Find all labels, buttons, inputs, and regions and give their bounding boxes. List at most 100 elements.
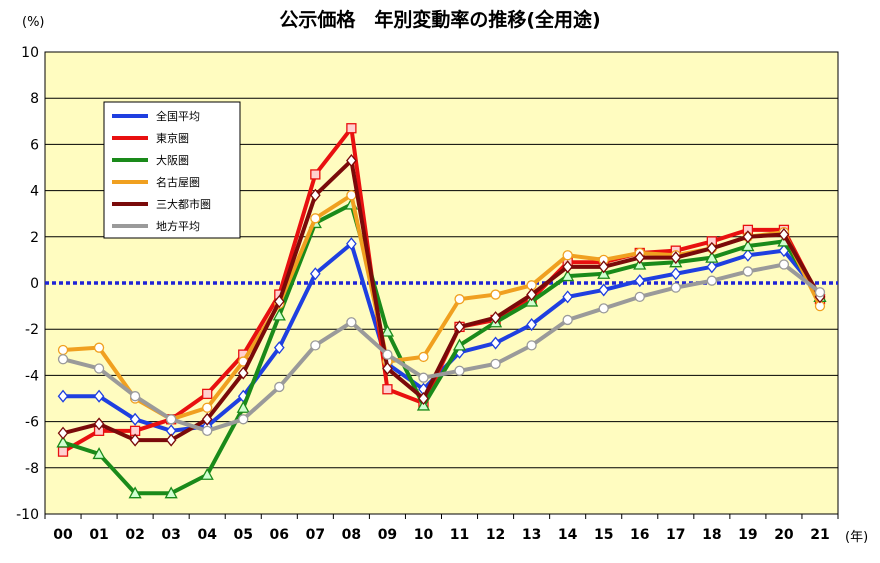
data-point [634,274,646,288]
data-point [778,259,790,270]
data-point [129,433,141,447]
data-point [742,248,754,262]
data-point [310,213,321,224]
data-point [93,417,105,431]
x-tick-label: 16 [630,527,649,543]
data-point [490,311,501,325]
data-point [670,282,681,293]
data-point [562,250,573,261]
data-point [346,154,357,168]
data-point [238,414,249,425]
data-point [57,344,69,356]
y-tick-label: 2 [30,230,39,246]
data-point [272,308,286,321]
data-point [454,365,465,376]
data-point [490,289,501,300]
data-point [165,433,177,447]
series-line [62,158,822,443]
data-point [57,426,69,440]
data-point [526,318,537,332]
legend-label: 東京圏 [156,131,189,145]
data-point [814,287,826,298]
y-tick-label: 4 [30,184,39,200]
data-point [598,260,610,274]
data-point [346,123,357,134]
data-point [562,260,573,274]
data-point [526,340,537,351]
data-point [705,250,719,263]
x-tick-label: 09 [378,527,397,543]
data-point [164,486,178,499]
data-point [454,320,465,334]
data-point [452,338,467,351]
data-point [166,414,177,425]
data-point [742,230,754,244]
x-tick-label: 14 [558,527,578,543]
x-tick-label: 03 [161,527,180,543]
data-point [598,303,609,314]
y-tick-label: -10 [16,507,39,523]
data-point [57,354,69,365]
data-point [526,288,537,302]
data-point [274,381,285,393]
data-point [562,314,573,326]
y-tick-label: -6 [25,415,39,431]
data-point [202,402,213,413]
x-tick-label: 08 [342,527,361,543]
y-tick-label: -4 [25,368,39,384]
x-tick-label: 20 [774,527,794,543]
data-point [598,283,610,297]
data-point [310,169,321,180]
x-tick-label: 12 [486,527,505,543]
data-point [236,400,250,413]
x-tick-label: 02 [125,527,144,543]
data-point [382,361,393,375]
data-point [418,372,429,383]
data-point [93,363,105,374]
legend-label: 地方平均 [156,219,200,233]
x-tick-label: 07 [306,527,325,543]
x-tick-label: 19 [738,527,757,543]
data-point [57,389,69,403]
data-point [237,366,249,380]
data-point [382,384,393,395]
data-point [56,435,70,448]
data-point [346,237,357,251]
chart-title: 公示価格 年別変動率の推移(全用途) [279,8,600,31]
data-point [670,251,682,265]
data-point [310,340,321,351]
data-point [418,351,429,363]
x-tick-label: 15 [594,527,613,543]
legend-label: 名古屋圏 [156,175,200,189]
x-tick-label: 21 [810,527,829,543]
data-point [200,467,214,480]
data-point [346,317,357,328]
data-point [634,291,645,303]
data-point [92,447,106,460]
data-point [418,391,429,406]
data-point [310,267,321,281]
data-point [706,275,717,286]
data-point [380,324,395,337]
data-point [129,412,141,426]
data-point [93,342,105,353]
data-point [562,290,573,304]
data-point [273,341,285,355]
x-tick-label: 18 [702,527,721,543]
data-point [670,267,682,281]
x-tick-label: 05 [234,527,253,543]
data-point [778,227,790,242]
data-point [706,260,718,274]
series-line [62,262,822,433]
data-point [57,446,69,457]
y-tick-label: -2 [25,322,39,338]
y-tick-label: 10 [21,45,39,61]
y-tick-label: 6 [30,137,39,153]
legend-box [103,101,241,239]
y-tick-label: -8 [25,461,39,477]
data-point [310,188,321,202]
data-point [454,294,465,305]
